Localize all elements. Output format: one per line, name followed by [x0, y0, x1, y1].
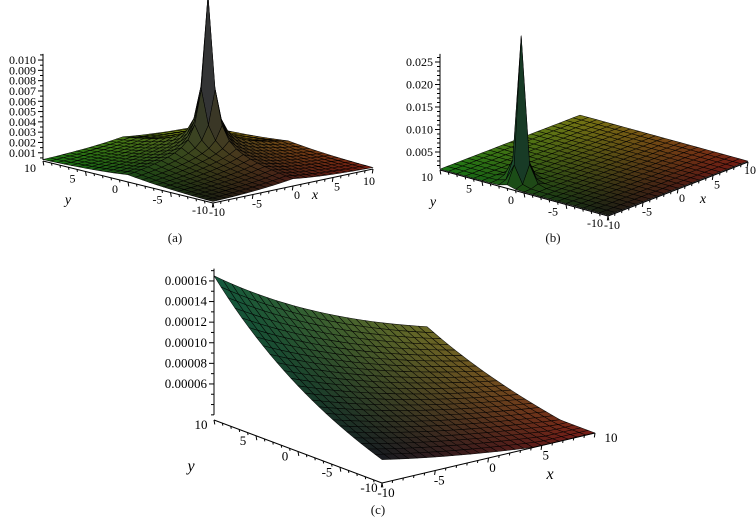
surface-plot-panel-c	[118, 258, 630, 510]
plot-caption-a: (a)	[167, 230, 183, 245]
surface-plot-panel-a	[0, 0, 379, 252]
surface-plot-canvas-c	[118, 258, 630, 510]
plot-caption-b: (b)	[545, 230, 561, 245]
surface-plot-panel-b	[377, 0, 756, 252]
surface-plot-canvas-b	[377, 0, 756, 252]
plot-caption-c: (c)	[370, 502, 386, 517]
surface-plot-canvas-a	[0, 0, 379, 252]
